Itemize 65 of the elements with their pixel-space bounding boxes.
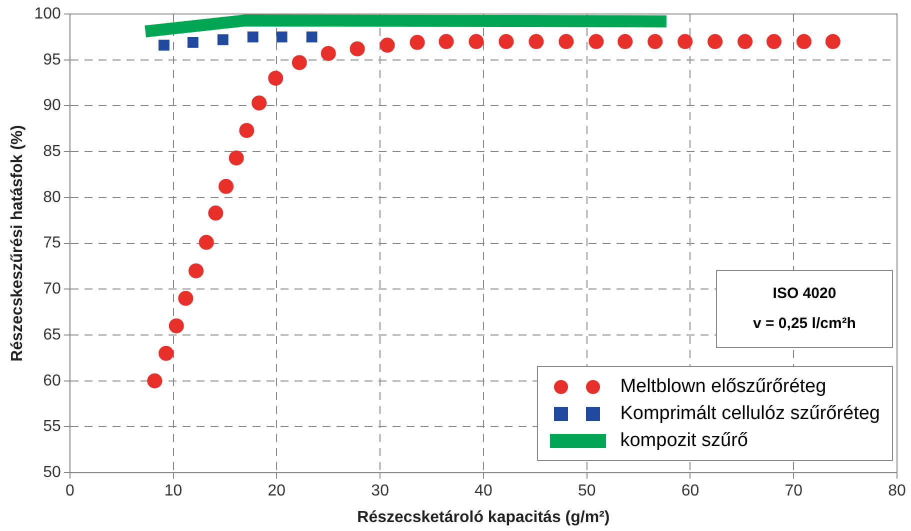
point xyxy=(228,150,244,166)
point xyxy=(825,34,840,50)
point xyxy=(468,34,484,50)
y-tick-label: 70 xyxy=(43,280,61,298)
point xyxy=(198,234,214,250)
y-tick-label: 75 xyxy=(43,234,61,252)
point xyxy=(187,36,198,48)
point xyxy=(708,34,723,50)
x-tick-label: 40 xyxy=(474,482,492,500)
point xyxy=(588,34,604,50)
y-tick-label: 65 xyxy=(43,326,61,344)
x-tick-label: 0 xyxy=(65,482,74,500)
y-tick-label: 95 xyxy=(43,51,61,68)
point xyxy=(618,34,633,50)
point xyxy=(648,34,663,50)
point xyxy=(268,70,284,86)
point xyxy=(306,31,318,42)
point xyxy=(147,373,162,388)
annotation: v = 0,25 l/cm²h xyxy=(752,314,857,334)
x-tick-label: 60 xyxy=(681,482,700,500)
point xyxy=(438,34,454,50)
point xyxy=(239,122,254,138)
point xyxy=(380,38,395,53)
point xyxy=(410,34,425,50)
point xyxy=(247,31,258,42)
point xyxy=(178,290,194,306)
x-axis-title: Részecsketároló kapacitás (g/m²) xyxy=(357,508,610,526)
point xyxy=(678,34,693,50)
y-tick-label: 100 xyxy=(34,5,61,22)
point xyxy=(188,263,204,278)
point xyxy=(158,40,170,51)
y-axis-title: Részecskeszűrési hatásfok (%) xyxy=(9,125,26,362)
x-tick-label: 30 xyxy=(371,482,390,500)
point xyxy=(158,346,174,361)
y-tick-label: 55 xyxy=(43,418,61,436)
annotation: ISO 4020 xyxy=(772,284,838,304)
y-tick-label: 80 xyxy=(43,188,61,206)
x-tick-label: 80 xyxy=(888,482,906,500)
point xyxy=(292,55,307,70)
x-tick-label: 50 xyxy=(578,482,596,500)
y-tick-label: 60 xyxy=(43,372,61,390)
point xyxy=(252,95,267,110)
point xyxy=(558,34,574,50)
point xyxy=(498,34,514,50)
legend-label: Komprimált cellulóz szűrőréteg xyxy=(620,402,880,424)
point xyxy=(738,34,753,50)
point xyxy=(796,34,812,50)
point xyxy=(208,206,224,221)
point xyxy=(320,46,336,61)
point xyxy=(766,34,782,50)
point xyxy=(350,41,365,56)
note-box: ISO 4020 v = 0,25 l/cm²h xyxy=(716,270,893,348)
y-tick-label: 90 xyxy=(43,97,61,114)
y-tick-label: 85 xyxy=(43,142,61,160)
y-tick-label: 50 xyxy=(43,464,61,482)
x-tick-label: 10 xyxy=(164,482,182,500)
x-tick-label: 20 xyxy=(268,482,286,500)
x-tick-label: 70 xyxy=(784,482,803,500)
legend-label: Meltblown előszűrőréteg xyxy=(620,376,826,398)
point xyxy=(218,178,234,194)
legend-label: kompozit szűrő xyxy=(620,430,748,452)
point xyxy=(168,318,184,334)
point xyxy=(276,31,288,42)
point xyxy=(528,34,544,50)
point xyxy=(217,34,228,46)
